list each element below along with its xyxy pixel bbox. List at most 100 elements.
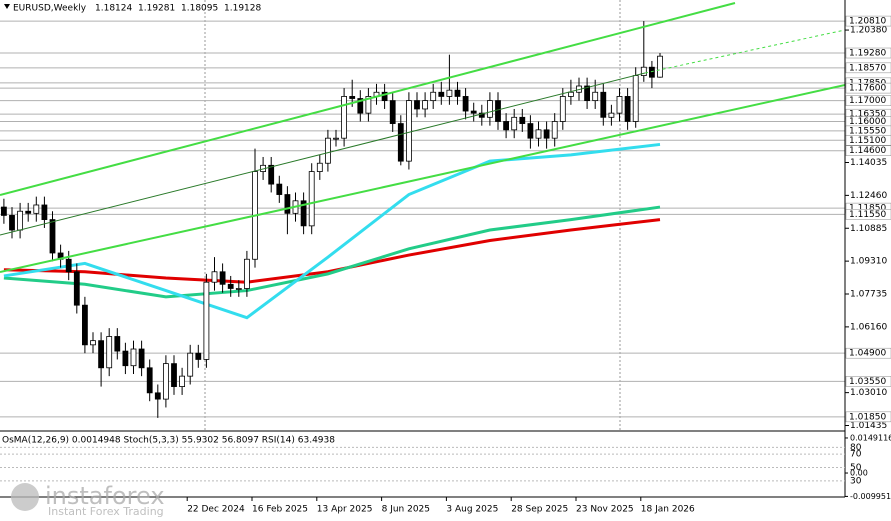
- candle-body: [519, 116, 526, 124]
- candle-body: [527, 123, 534, 139]
- x-tick-label: 22 Dec 2024: [187, 505, 245, 515]
- candle-body: [130, 348, 137, 367]
- level-label-box: [845, 145, 891, 156]
- candle-body: [308, 171, 315, 227]
- candle-body: [381, 91, 388, 102]
- level-label: 1.01850: [849, 412, 886, 422]
- level-label-box: [845, 62, 891, 74]
- slogan: Instant Forex Trading: [48, 505, 164, 518]
- candle-body: [179, 375, 186, 387]
- channel-upper: [0, 2, 736, 196]
- trend-lines: [0, 2, 845, 273]
- candle-body: [430, 91, 437, 102]
- candle-body: [171, 363, 177, 387]
- candle-body: [649, 66, 655, 78]
- candle-body: [146, 367, 153, 394]
- candle-body: [154, 392, 161, 400]
- candle-body: [624, 96, 631, 122]
- candle-body: [365, 96, 372, 114]
- x-tick-label: 23 Nov 2025: [576, 505, 634, 515]
- x-tick-label: 8 Jun 2025: [382, 505, 430, 515]
- header-value: 1.18124: [95, 4, 132, 14]
- candle-body: [82, 304, 88, 346]
- candle-body: [9, 215, 15, 231]
- candle-body: [49, 219, 56, 254]
- candle-body: [341, 96, 348, 139]
- candle-body: [632, 75, 639, 122]
- candle-body: [211, 271, 218, 283]
- candle-body: [405, 100, 412, 162]
- x-tick-label: 13 Apr 2025: [317, 505, 373, 515]
- candle-body: [25, 210, 32, 214]
- x-tick-label: 18 Jan 2026: [641, 505, 695, 515]
- candle-body: [316, 162, 323, 172]
- level-label-box: [845, 82, 891, 94]
- level-label-box: [845, 347, 891, 359]
- candle-body: [584, 85, 590, 102]
- osc-y2-tick-label: 0.00: [850, 469, 868, 478]
- header-value: 1.19281: [138, 4, 175, 14]
- header-value: 1.18095: [181, 4, 218, 14]
- oscillator-label: OsMA(12,26,9) 0.0014948 Stoch(5,3,3) 55.…: [2, 436, 335, 446]
- level-label: 1.11850: [849, 204, 886, 214]
- candle-body: [268, 164, 275, 185]
- level-label-box: [845, 209, 891, 220]
- channel-lower: [0, 84, 845, 273]
- moving-average: [3, 205, 661, 299]
- level-label-box: [845, 47, 891, 59]
- y-tick-label: 1.10885: [850, 224, 887, 234]
- logo: [11, 483, 39, 511]
- candle-body: [98, 340, 104, 369]
- channel-mid-ext: [644, 29, 845, 74]
- candle-body: [357, 98, 364, 114]
- candle-body: [470, 110, 477, 114]
- candle-body: [503, 121, 510, 131]
- candle-body: [414, 100, 420, 110]
- candle-body: [333, 137, 339, 140]
- candle-body: [495, 100, 501, 122]
- osc-tick-label: 30: [850, 476, 862, 486]
- osc-y2-tick-label: 0.0149116: [850, 433, 891, 442]
- level-label: 1.18570: [849, 63, 886, 73]
- candle-body: [559, 96, 566, 122]
- candle-body: [122, 350, 129, 367]
- candle-body: [219, 271, 226, 285]
- level-label: 1.04900: [849, 349, 886, 359]
- level-label: 1.19280: [849, 49, 886, 59]
- header-values: 1.18124 1.19281 1.18095 1.19128: [95, 4, 261, 14]
- candle-body: [454, 89, 461, 97]
- level-label: 1.15100: [849, 136, 886, 146]
- level-label: 1.15550: [849, 126, 886, 136]
- candle-body: [486, 100, 493, 118]
- x-tick-label: 16 Feb 2025: [252, 505, 308, 515]
- candle-body: [349, 96, 356, 99]
- osc-tick-label: 70: [850, 450, 862, 460]
- x-tick-label: 3 Aug 2025: [446, 505, 498, 515]
- channel-mid: [0, 72, 646, 236]
- candle-body: [300, 200, 307, 227]
- candle-body: [543, 129, 550, 139]
- candle-body: [478, 112, 485, 118]
- candle-body: [187, 352, 194, 377]
- level-label: 1.03550: [849, 377, 886, 387]
- moving-average: [3, 142, 661, 320]
- level-label: 1.11550: [849, 210, 886, 220]
- candle-body: [276, 183, 283, 195]
- candle-body: [511, 116, 518, 131]
- price-panel: [0, 0, 845, 431]
- candle-body: [608, 112, 615, 118]
- candle-body: [324, 137, 331, 164]
- level-label-box: [845, 376, 891, 387]
- level-label: 1.17600: [849, 84, 886, 94]
- candle-body: [389, 100, 396, 124]
- y-tick-label: 1.14035: [850, 158, 887, 168]
- candle-body: [235, 288, 242, 290]
- symbol: EURUSD,Weekly: [13, 4, 87, 14]
- y-tick-label: 1.03010: [850, 388, 887, 398]
- level-label-box: [845, 135, 891, 146]
- candle-body: [227, 283, 234, 289]
- candle-body: [114, 336, 121, 352]
- y-tick-label: 1.20380: [850, 26, 887, 36]
